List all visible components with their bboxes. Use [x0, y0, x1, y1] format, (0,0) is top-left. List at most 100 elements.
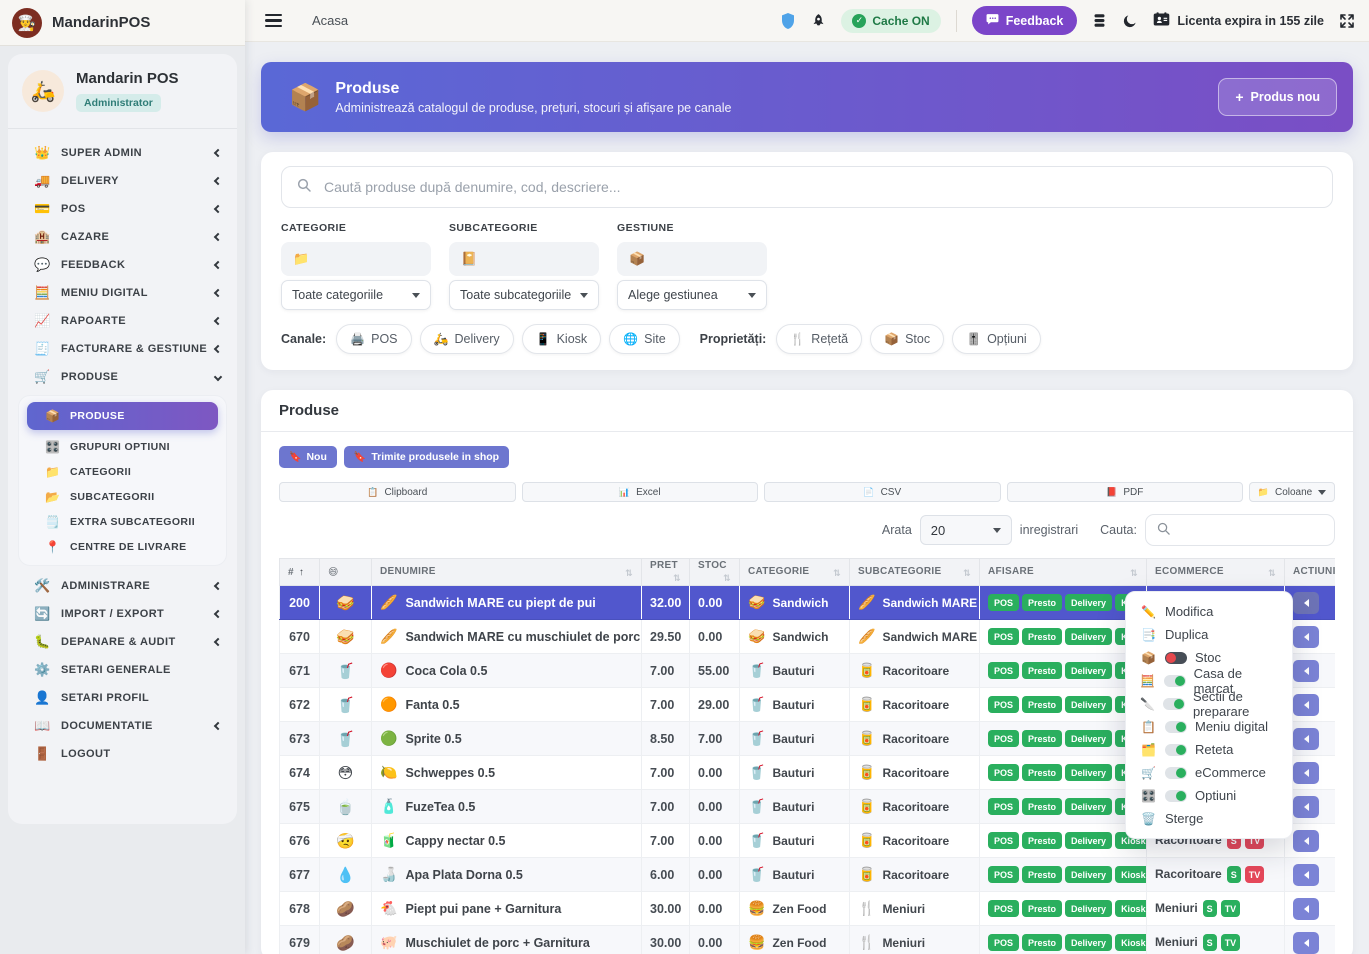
export-pdf-button[interactable]: 📕 PDF: [1006, 482, 1243, 502]
cell-face: 🥔: [319, 891, 372, 926]
row-actions-button[interactable]: [1293, 795, 1319, 818]
channel-pill-delivery[interactable]: 🛵 Delivery: [419, 324, 514, 354]
menu-item-meniu-digital[interactable]: 📋 Meniu digital: [1126, 715, 1292, 738]
row-actions-button[interactable]: [1293, 761, 1319, 784]
pill-label: Delivery: [454, 332, 500, 346]
afisare-pill-presto: Presto: [1022, 764, 1063, 781]
col-header-actiuni[interactable]: ACTIUNI⇅: [1284, 558, 1335, 586]
filter-icon-tile: 📁: [281, 242, 431, 276]
feedback-button[interactable]: Feedback: [971, 6, 1078, 35]
submenu-item-centre-de-livrare[interactable]: 📍 CENTRE DE LIVRARE: [19, 534, 226, 559]
row-actions-button[interactable]: [1293, 659, 1319, 682]
sidebar-item-super-admin[interactable]: 👑 SUPER ADMIN: [8, 139, 237, 167]
table-row[interactable]: 677 💧 🍶 Apa Plata Dorna 0.5 6.00 0.00 🥤 Bauturi…: [279, 857, 1335, 892]
breadcrumb[interactable]: Acasa: [312, 13, 349, 28]
new-product-button[interactable]: + Produs nou: [1218, 78, 1337, 116]
hamburger-menu-icon[interactable]: [265, 13, 282, 28]
channel-pill-site[interactable]: 🌐 Site: [609, 324, 680, 354]
submenu-item-produse[interactable]: 📦 PRODUSE: [27, 402, 218, 430]
export-csv-button[interactable]: 📄 CSV: [764, 482, 1001, 502]
sidebar-item-rapoarte[interactable]: 📈 RAPOARTE: [8, 307, 237, 335]
page-size-select[interactable]: 20: [919, 515, 1012, 545]
cell-pret: 8.50: [641, 721, 690, 756]
property-pill-stoc[interactable]: 📦 Stoc: [870, 324, 945, 354]
table-search-input[interactable]: [1179, 521, 1324, 539]
col-header-stoc[interactable]: STOC ⇅: [689, 558, 740, 586]
col-header-denumire[interactable]: DENUMIRE ⇅: [371, 558, 642, 586]
sidebar-item-meniu-digital[interactable]: 🧮 MENIU DIGITAL: [8, 279, 237, 307]
sidebar-item-documentatie[interactable]: 📖 DOCUMENTATIE: [8, 712, 237, 740]
receipt-icon: 🧾: [34, 341, 51, 356]
sidebar-item-setari-profil[interactable]: 👤 SETARI PROFIL: [8, 684, 237, 712]
menu-item-sectii-de-preparare[interactable]: 🔪 Sectii de preparare: [1126, 689, 1292, 719]
sidebar-item-depanare-audit[interactable]: 🐛 DEPANARE & AUDIT: [8, 628, 237, 656]
product-search-input[interactable]: [322, 178, 1318, 196]
row-actions-button[interactable]: [1293, 693, 1319, 716]
new-button[interactable]: 🔖 Nou: [279, 446, 337, 468]
fullscreen-expand-icon[interactable]: [1339, 13, 1355, 29]
row-actions-button[interactable]: [1293, 931, 1319, 954]
filter-select-categorie[interactable]: Toate categoriile: [281, 280, 431, 310]
menu-item-sterge[interactable]: 🗑️ Sterge: [1126, 807, 1292, 830]
moon-dark-mode-icon[interactable]: [1122, 13, 1138, 29]
col-header-subcategorie[interactable]: SUBCATEGORIE ⇅: [849, 558, 980, 586]
send-to-shop-button[interactable]: 🔖 Trimite produsele in shop: [343, 446, 510, 468]
row-actions-button[interactable]: [1293, 591, 1319, 614]
rocket-icon[interactable]: [811, 13, 826, 29]
sidebar-item-pos[interactable]: 💳 POS: [8, 195, 237, 223]
export-clipboard-button[interactable]: 📋 Clipboard: [279, 482, 516, 502]
filter-select-subcategorie[interactable]: Toate subcategoriile: [449, 280, 599, 310]
soda-can-icon: 🥫: [858, 866, 876, 882]
col-header-afisare[interactable]: AFISARE ⇅: [979, 558, 1147, 586]
columns-button[interactable]: 📁 Coloane: [1249, 482, 1335, 502]
menu-item-duplica[interactable]: 📑 Duplica: [1126, 623, 1292, 646]
channel-pill-pos[interactable]: 🖨️ POS: [336, 324, 412, 354]
row-actions-button[interactable]: [1293, 829, 1319, 852]
submenu-item-categorii[interactable]: 📁 CATEGORII: [19, 459, 226, 484]
sort-icon: ⇅: [625, 567, 633, 578]
menu-item-casa-de-marcat[interactable]: 🧮 Casa de marcat: [1126, 666, 1292, 696]
sidebar-item-logout[interactable]: 🚪 LOGOUT: [8, 740, 237, 768]
submenu-item-subcategorii[interactable]: 📂 SUBCATEGORII: [19, 484, 226, 509]
package-icon: 📦: [289, 81, 322, 112]
sidebar-item-import-export[interactable]: 🔄 IMPORT / EXPORT: [8, 600, 237, 628]
table-row[interactable]: 679 🥔 🐖 Muschiulet de porc + Garnitura 30.00…: [279, 925, 1335, 954]
property-pill-optiuni[interactable]: 🎚️ Opțiuni: [952, 324, 1041, 354]
cache-status-badge[interactable]: ✓ Cache ON: [841, 8, 941, 33]
col-header-smiley-face[interactable]: 😄: [319, 558, 372, 586]
toggle-on-icon: [1165, 766, 1187, 779]
table-row[interactable]: 672 🥤 🟠 Fanta 0.5 7.00 29.00 🥤 Bauturi 🥫 Racorito…: [279, 687, 1335, 722]
submenu-item-grupuri-optiuni[interactable]: 🎛️ GRUPURI OPTIUNI: [19, 434, 226, 459]
submenu-item-extra-subcategorii[interactable]: 🗒️ EXTRA SUBCATEGORII: [19, 509, 226, 534]
database-icon[interactable]: [1092, 13, 1107, 28]
row-actions-button[interactable]: [1293, 863, 1319, 886]
sidebar-item-feedback[interactable]: 💬 FEEDBACK: [8, 251, 237, 279]
channel-pill-kiosk[interactable]: 📱 Kiosk: [521, 324, 602, 354]
sidebar-item-setari-generale[interactable]: ⚙️ SETARI GENERALE: [8, 656, 237, 684]
col-header-id[interactable]: # ↑: [279, 558, 320, 586]
sidebar-item-facturare-gestiune[interactable]: 🧾 FACTURARE & GESTIUNE: [8, 335, 237, 363]
sidebar-item-produse[interactable]: 🛒 PRODUSE: [8, 363, 237, 391]
shield-icon[interactable]: [780, 12, 796, 30]
row-actions-button[interactable]: [1293, 897, 1319, 920]
row-actions-button[interactable]: [1293, 727, 1319, 750]
sidebar-item-administrare[interactable]: 🛠️ ADMINISTRARE: [8, 572, 237, 600]
table-row[interactable]: 678 🥔 🐔 Piept pui pane + Garnitura 30.00 0.00…: [279, 891, 1335, 926]
menu-item-optiuni[interactable]: 🎛️ Optiuni: [1126, 784, 1292, 807]
col-header-ecommerce[interactable]: ECOMMERCE ⇅: [1146, 558, 1285, 586]
sidebar-item-cazare[interactable]: 🏨 CAZARE: [8, 223, 237, 251]
row-actions-button[interactable]: [1293, 625, 1319, 648]
export-excel-button[interactable]: 📊 Excel: [521, 482, 758, 502]
col-header-pret[interactable]: PRET ⇅: [641, 558, 690, 586]
menu-item-modifica[interactable]: ✏️ Modifica: [1126, 600, 1292, 623]
sidebar-item-delivery[interactable]: 🚚 DELIVERY: [8, 167, 237, 195]
menu-item-stoc[interactable]: 📦 Stoc: [1126, 646, 1292, 669]
menu-item-reteta[interactable]: 🗂️ Reteta: [1126, 738, 1292, 761]
notebook-icon: 📔: [461, 251, 478, 266]
filter-select-gestiune[interactable]: Alege gestiunea: [617, 280, 767, 310]
table-row[interactable]: 674 😳 🍋 Schweppes 0.5 7.00 0.00 🥤 Bauturi 🥫 Racor…: [279, 755, 1335, 790]
property-pill-reteta[interactable]: 🍴 Rețetă: [776, 324, 863, 354]
col-header-categorie[interactable]: CATEGORIE ⇅: [739, 558, 850, 586]
filter-label: GESTIUNE: [617, 222, 674, 234]
menu-item-ecommerce[interactable]: 🛒 eCommerce: [1126, 761, 1292, 784]
